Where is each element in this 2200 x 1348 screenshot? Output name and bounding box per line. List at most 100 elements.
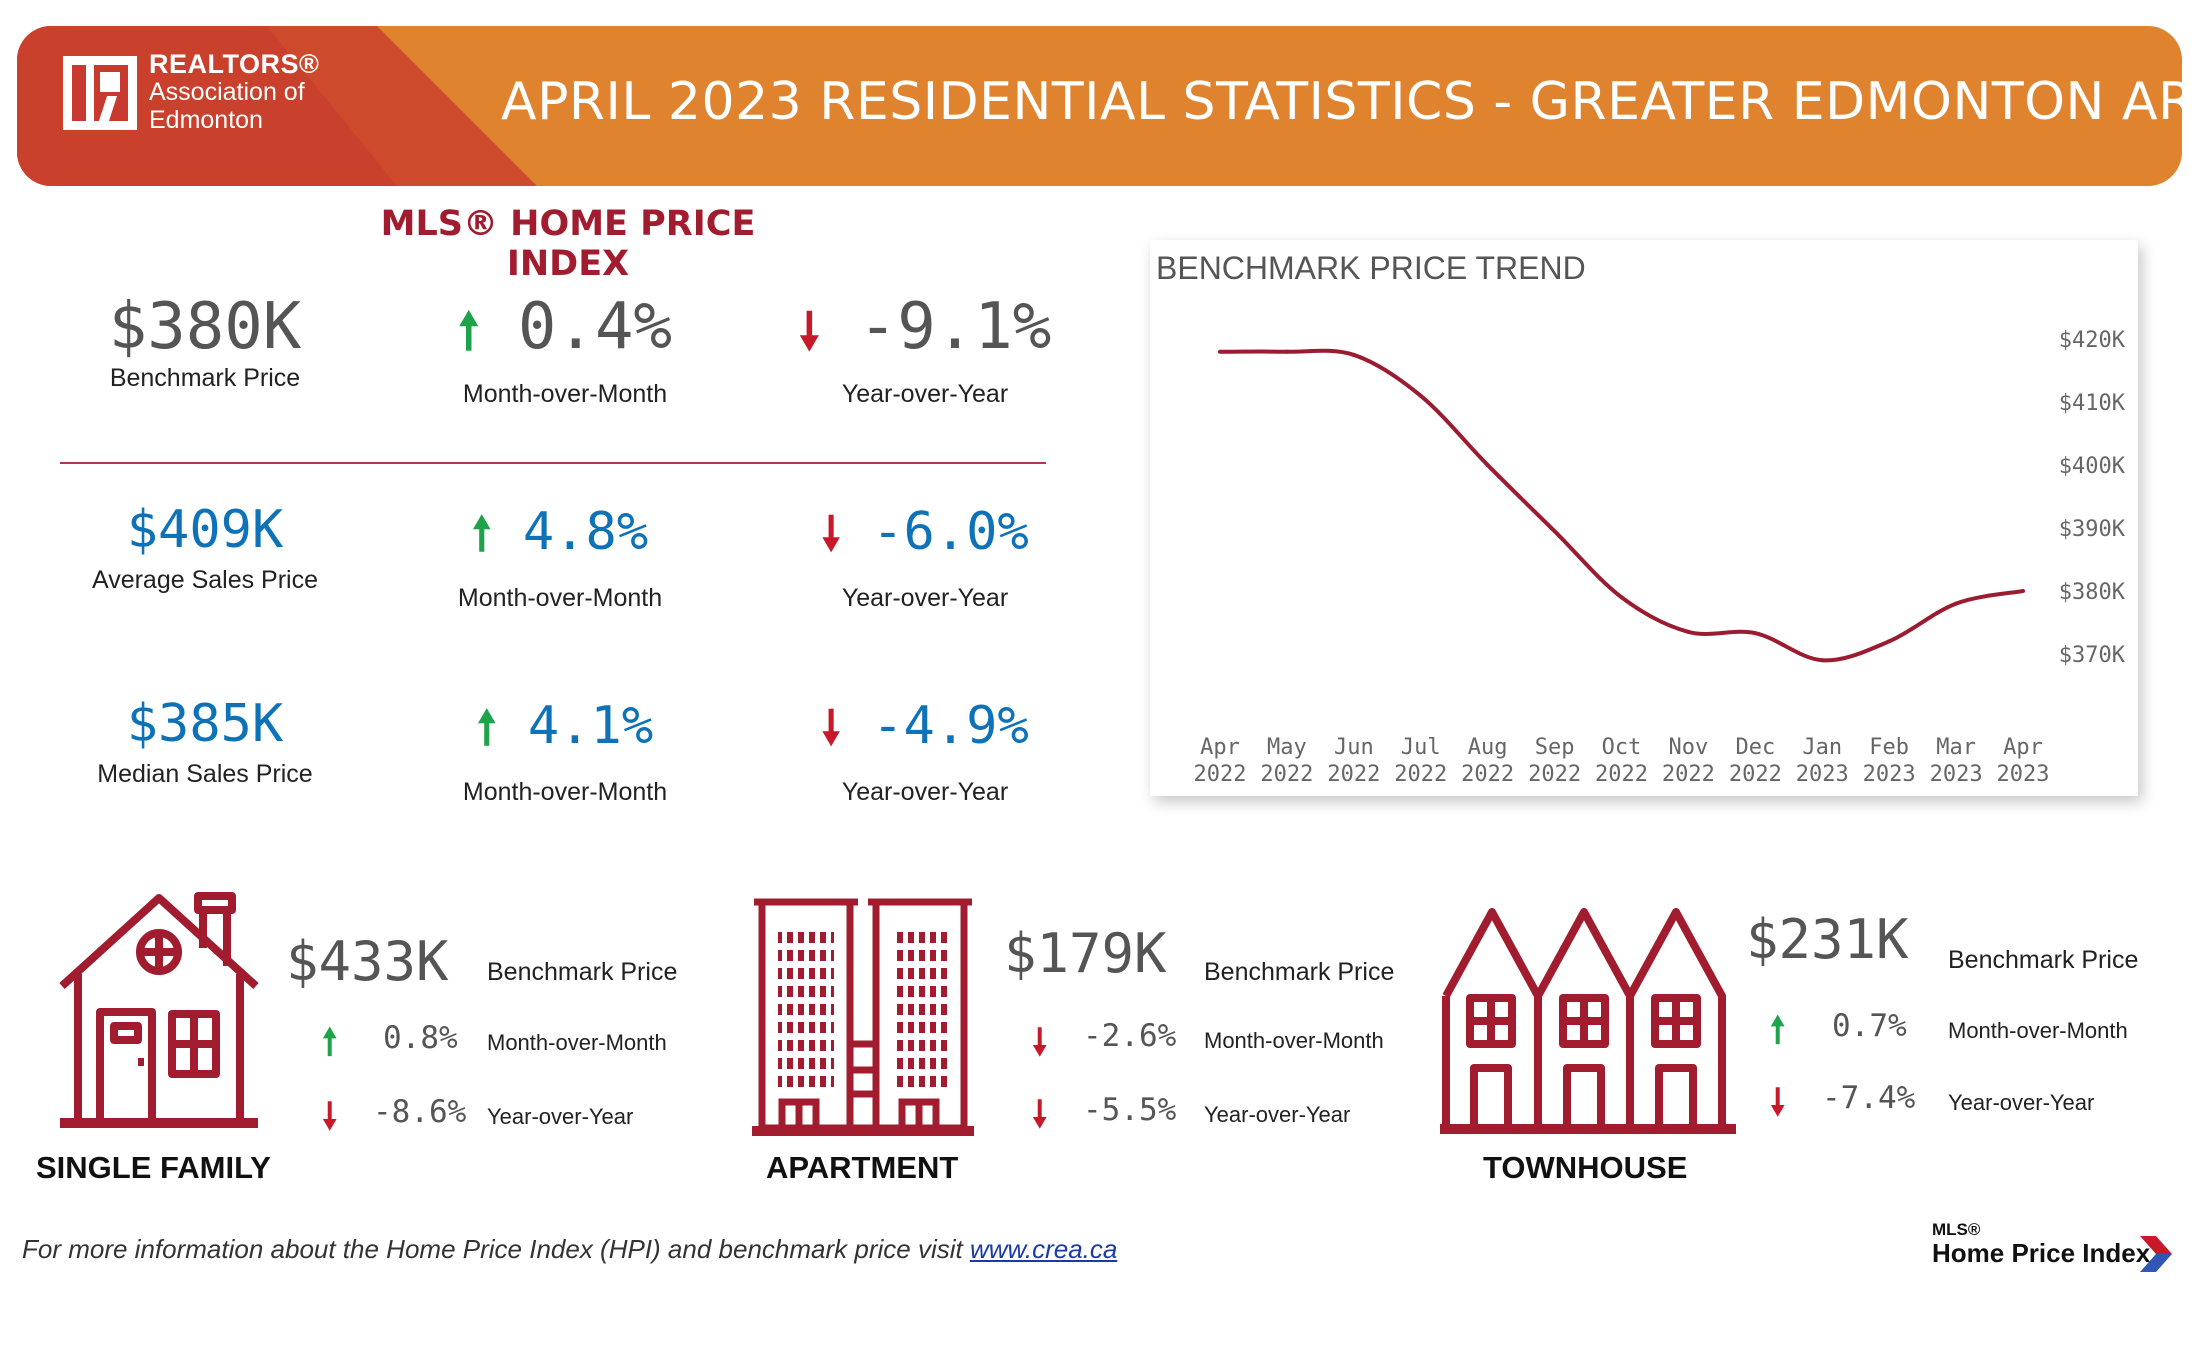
townhouse-price-label: Benchmark Price [1948, 946, 2139, 974]
y-tick-label: $410K [2059, 391, 2126, 416]
y-tick-label: $390K [2059, 517, 2126, 542]
realtors-r-icon [63, 56, 137, 130]
median-yoy-stat: 🠗 -4.9% Year-over-Year [770, 694, 1080, 807]
median-price-stat: $385K Median Sales Price [60, 694, 350, 789]
chart-title: BENCHMARK PRICE TREND [1156, 250, 1586, 286]
x-tick-label: Apr 2023 [1997, 735, 2050, 787]
footer-text: For more information about the Home Pric… [22, 1234, 970, 1264]
data-point [1284, 349, 1289, 354]
townhouse-price: $231K [1746, 908, 1909, 971]
data-point [1552, 529, 1557, 534]
benchmark-price-stat: $380K Benchmark Price [60, 290, 350, 393]
data-point [1418, 393, 1423, 398]
down-arrow-icon: 🠗 [322, 1096, 338, 1137]
townhouse-icon [1440, 908, 1736, 1134]
page-title: APRIL 2023 RESIDENTIAL STATISTICS - GREA… [501, 72, 2182, 132]
crea-link[interactable]: www.crea.ca [969, 1234, 1118, 1264]
single-family-yoy-label: Year-over-Year [487, 1104, 634, 1129]
data-point [1351, 352, 1356, 357]
y-tick-label: $380K [2059, 580, 2126, 605]
apartment-price: $179K [1004, 922, 1167, 985]
data-point [1954, 601, 1959, 606]
data-point [1619, 595, 1624, 600]
x-tick-label: May 2022 [1260, 735, 1313, 787]
single-family-title: SINGLE FAMILY [36, 1150, 271, 1185]
chart-card [1150, 240, 2138, 796]
data-point [1485, 463, 1490, 468]
data-point [1887, 639, 1892, 644]
median-mom-stat: 🠕 4.1% Month-over-Month [410, 694, 720, 807]
median-mom-label: Month-over-Month [462, 778, 668, 806]
up-arrow-icon: 🠕 [476, 700, 497, 754]
median-price-label: Median Sales Price [97, 760, 313, 788]
median-yoy-value: -4.9% [872, 696, 1029, 756]
footer-note: For more information about the Home Pric… [22, 1234, 1117, 1265]
x-tick-label: Mar 2023 [1930, 735, 1983, 787]
data-point [1218, 349, 1222, 354]
benchmark-yoy-value: -9.1% [858, 290, 1052, 364]
y-tick-label: $420K [2059, 328, 2126, 353]
mls-hpi-logo: MLS® Home Price Index [1932, 1220, 2172, 1280]
median-price-value: $385K [126, 694, 284, 754]
benchmark-mom-value: 0.4% [517, 290, 673, 364]
y-tick-label: $370K [2059, 643, 2126, 668]
benchmark-price-chart: $420K $410K $400K $390K $380K $370K Apr 2022May… [1194, 328, 2126, 787]
realtors-logo[interactable]: REALTORS® Association of Edmonton [47, 26, 377, 136]
apartment-mom: -2.6% [1083, 1018, 1177, 1054]
townhouse-mom: 0.7% [1832, 1008, 1907, 1044]
down-arrow-icon: 🠗 [798, 302, 821, 360]
average-mom-label: Month-over-Month [457, 584, 663, 612]
average-mom-stat: 🠕 4.8% Month-over-Month [405, 500, 715, 613]
x-tick-label: Aug 2022 [1461, 735, 1514, 787]
x-tick-label: Jun 2022 [1327, 735, 1380, 787]
benchmark-yoy-label: Year-over-Year [841, 380, 1009, 408]
header-banner: REALTORS® Association of Edmonton APRIL … [17, 26, 2182, 186]
x-tick-label: Jul 2022 [1394, 735, 1447, 787]
single-family-price: $433K [286, 930, 449, 993]
x-tick-label: Feb 2023 [1863, 735, 1916, 787]
apartment-yoy-label: Year-over-Year [1204, 1102, 1351, 1127]
down-arrow-icon: 🠗 [1032, 1022, 1048, 1063]
x-tick-label: Dec 2022 [1729, 735, 1782, 787]
x-tick-label: Oct 2022 [1595, 735, 1648, 787]
down-arrow-icon: 🠗 [1032, 1094, 1048, 1135]
up-arrow-icon: 🠕 [471, 506, 492, 560]
median-yoy-label: Year-over-Year [841, 778, 1009, 806]
hpi-logo-line-2: Home Price Index [1932, 1238, 2151, 1268]
down-arrow-icon: 🠗 [821, 700, 841, 754]
data-point [1753, 631, 1758, 636]
apartment-building-icon [752, 898, 974, 1136]
apartment-mom-label: Month-over-Month [1204, 1028, 1384, 1053]
x-tick-label: Jan 2023 [1796, 735, 1849, 787]
townhouse-yoy-label: Year-over-Year [1948, 1090, 2095, 1115]
apartment-yoy: -5.5% [1083, 1092, 1177, 1128]
benchmark-price-line [1219, 348, 2024, 663]
townhouse-title: TOWNHOUSE [1483, 1150, 1688, 1185]
x-tick-label: Sep 2022 [1528, 735, 1581, 787]
benchmark-price-value: $380K [108, 290, 302, 364]
section-divider [60, 462, 1046, 464]
y-tick-label: $400K [2059, 454, 2126, 479]
data-point [1820, 658, 1825, 663]
apartment-price-label: Benchmark Price [1204, 958, 1395, 986]
benchmark-yoy-stat: 🠗 -9.1% Year-over-Year [770, 290, 1080, 409]
average-yoy-label: Year-over-Year [841, 584, 1009, 612]
townhouse-mom-label: Month-over-Month [1948, 1018, 2128, 1043]
townhouse-yoy: -7.4% [1822, 1080, 1916, 1116]
data-point [2021, 588, 2025, 593]
logo-text: REALTORS® Association of Edmonton [149, 50, 319, 134]
single-family-mom-label: Month-over-Month [487, 1030, 667, 1055]
x-tick-label: Apr 2022 [1194, 735, 1247, 787]
benchmark-mom-label: Month-over-Month [462, 380, 668, 408]
benchmark-mom-stat: 🠕 0.4% Month-over-Month [410, 290, 720, 409]
median-mom-value: 4.1% [527, 696, 654, 756]
single-family-house-icon [59, 892, 259, 1128]
up-arrow-icon: 🠕 [457, 302, 480, 360]
data-point [1686, 629, 1691, 634]
hpi-arrow-icon [2140, 1236, 2172, 1272]
single-family-price-label: Benchmark Price [487, 958, 678, 986]
hpi-section-title: MLS® HOME PRICE INDEX [380, 204, 756, 284]
x-tick-label: Nov 2022 [1662, 735, 1715, 787]
single-family-yoy: -8.6% [373, 1094, 467, 1130]
average-yoy-value: -6.0% [872, 502, 1029, 562]
